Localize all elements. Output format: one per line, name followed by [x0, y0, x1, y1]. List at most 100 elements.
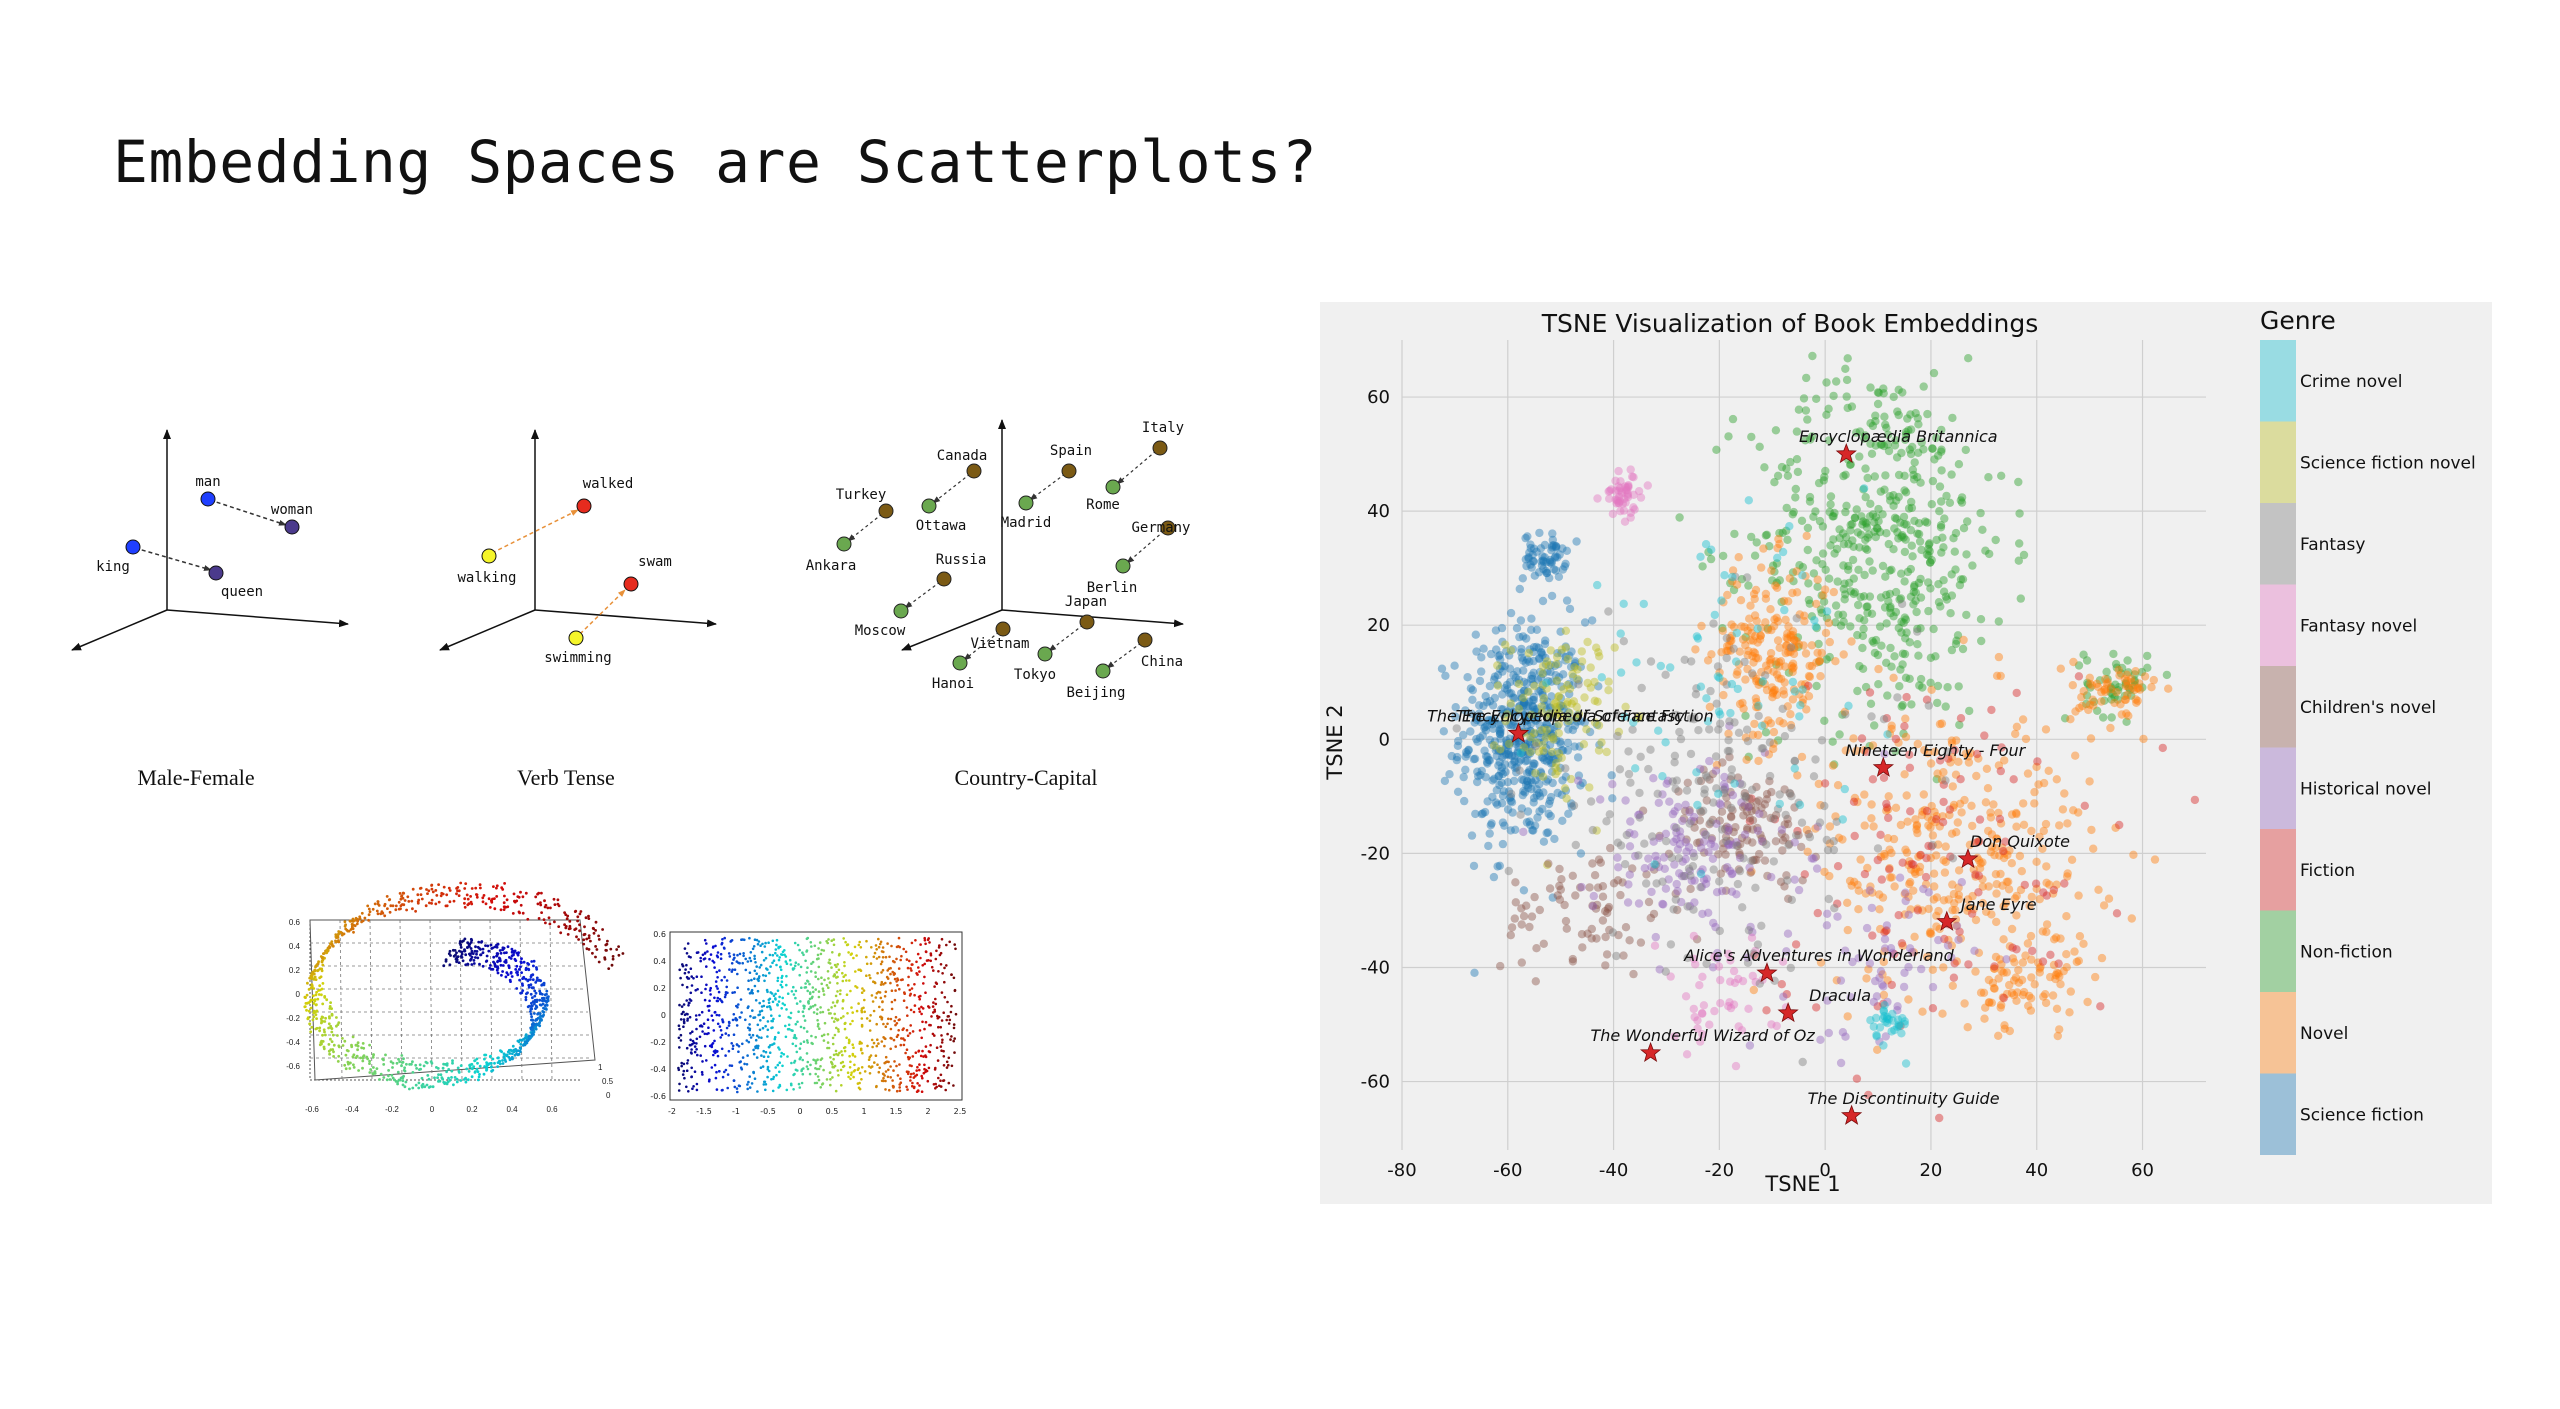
scatter-point — [1576, 781, 1585, 790]
manifold-point — [485, 959, 489, 963]
scatter-point — [1832, 377, 1841, 386]
manifold-point — [343, 920, 347, 924]
manifold-point — [913, 1004, 917, 1007]
z-tick: 0.5 — [602, 1077, 614, 1086]
scatter-point — [1911, 596, 1920, 605]
scatter-point — [1804, 681, 1813, 690]
manifold-point — [707, 1026, 710, 1029]
manifold-point — [539, 1017, 542, 1021]
manifold-point — [766, 1067, 770, 1071]
y-tick: 0 — [661, 1011, 666, 1020]
manifold-point — [914, 939, 917, 942]
scatter-point — [1498, 746, 1507, 755]
manifold-point — [711, 946, 715, 949]
manifold-point — [923, 975, 926, 979]
scatter-point — [1814, 779, 1823, 789]
manifold-point — [918, 1068, 921, 1072]
manifold-point — [878, 1066, 881, 1070]
manifold-point — [677, 1024, 681, 1027]
scatter-point — [1909, 475, 1919, 484]
scatter-point — [1933, 769, 1942, 778]
scatter-point — [1868, 566, 1877, 575]
manifold-point — [895, 957, 898, 961]
manifold-point — [715, 985, 718, 988]
scatter-point — [1978, 858, 1987, 867]
scatter-point — [1932, 812, 1941, 821]
manifold-point — [531, 1019, 535, 1022]
scatter-point — [1634, 810, 1643, 820]
y-tick-label: 60 — [1367, 387, 1390, 408]
scatter-point — [2066, 715, 2075, 724]
manifold-point — [772, 994, 776, 997]
scatter-point — [1451, 712, 1460, 721]
scatter-point — [1748, 856, 1758, 865]
manifold-point — [841, 1065, 845, 1069]
scatter-point — [1894, 470, 1904, 480]
scatter-point — [1564, 679, 1574, 689]
scatter-point — [2015, 509, 2024, 518]
manifold-point — [681, 1010, 685, 1014]
scatter-point — [1904, 504, 1914, 513]
scatter-point — [1502, 739, 1511, 748]
scatter-point — [1544, 751, 1553, 760]
manifold-point — [821, 1010, 825, 1014]
manifold-point — [533, 1012, 536, 1015]
scatter-point — [1541, 566, 1551, 576]
manifold-point — [721, 1020, 725, 1023]
manifold-point — [939, 1073, 943, 1077]
scatter-point — [1685, 808, 1694, 817]
scatter-point — [2075, 932, 2085, 941]
scatter-point — [1572, 537, 1581, 546]
scatter-point — [1743, 626, 1752, 635]
manifold-point — [884, 990, 888, 994]
scatter-point — [1554, 673, 1564, 682]
scatter-point — [1529, 643, 1539, 652]
scatter-point — [1766, 719, 1776, 728]
manifold-point — [450, 1069, 454, 1073]
scatter-point — [1743, 823, 1752, 833]
manifold-point — [541, 1010, 545, 1013]
scatter-point — [1934, 906, 1943, 916]
manifold-point — [509, 971, 513, 975]
manifold-point — [916, 1082, 919, 1085]
scatter-point — [1578, 778, 1587, 788]
manifold-point — [519, 991, 522, 995]
scatter-point — [2074, 808, 2083, 817]
scatter-point — [1953, 818, 1962, 827]
manifold-point — [794, 961, 798, 964]
manifold-point — [906, 966, 910, 970]
manifold-point — [483, 1065, 486, 1068]
scatter-point — [1761, 594, 1771, 603]
manifold-point — [490, 899, 493, 903]
manifold-point — [695, 1042, 698, 1045]
scatter-point — [1922, 806, 1932, 816]
scatter-point — [1521, 742, 1530, 751]
scatter-point — [1604, 677, 1613, 686]
manifold-point — [920, 1036, 923, 1040]
manifold-point — [735, 960, 739, 963]
manifold-point — [884, 1025, 888, 1028]
scatter-point — [1765, 542, 1774, 551]
scatter-point — [1901, 428, 1911, 437]
manifold-point — [311, 1018, 315, 1022]
manifold-point — [848, 979, 851, 982]
scatter-point — [1956, 775, 1965, 784]
manifold-point — [526, 979, 530, 983]
scatter-point — [1855, 661, 1864, 671]
scatter-point — [2005, 980, 2014, 990]
scatter-point — [2012, 891, 2021, 901]
scatter-point — [1867, 449, 1877, 458]
scatter-point — [2025, 901, 2034, 910]
manifold-point — [410, 899, 414, 903]
manifold-point — [901, 1028, 904, 1032]
scatter-point — [1781, 641, 1791, 650]
scatter-point — [1884, 792, 1893, 801]
manifold-point — [535, 976, 539, 980]
scatter-point — [2094, 885, 2103, 894]
manifold-point — [351, 1035, 355, 1039]
manifold-point — [510, 1049, 513, 1052]
scatter-point — [1511, 878, 1520, 887]
manifold-point — [469, 947, 473, 950]
scatter-point — [1831, 812, 1840, 821]
manifold-point — [751, 991, 754, 995]
